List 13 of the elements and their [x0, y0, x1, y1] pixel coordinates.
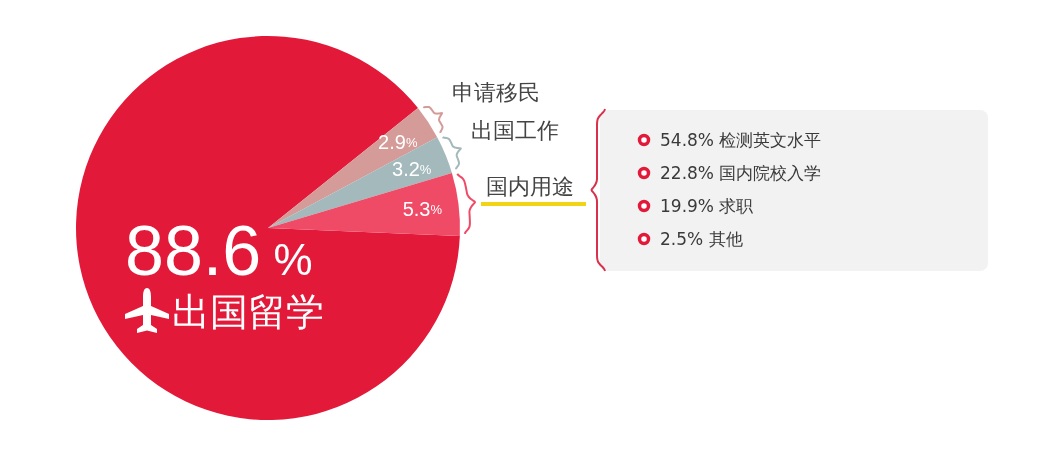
text: 54.8% 检测英文水平	[660, 130, 822, 150]
data-label: 3.2%	[392, 157, 432, 180]
slice-label: 申请移民	[451, 80, 540, 106]
data-label: 2.9%	[378, 131, 418, 154]
text: 2.5% 其他	[660, 229, 743, 249]
data-label: 88.6 %	[125, 212, 313, 290]
data-label: 5.3%	[402, 197, 443, 220]
text: 19.9% 求职	[660, 196, 754, 216]
pie-slice	[268, 137, 452, 228]
text: 22.8% 国内院校入学	[660, 163, 822, 183]
slice-label: 出国留学	[172, 290, 324, 334]
slice-label: 出国工作	[471, 117, 560, 143]
slice-label: 国内用途	[486, 174, 575, 200]
